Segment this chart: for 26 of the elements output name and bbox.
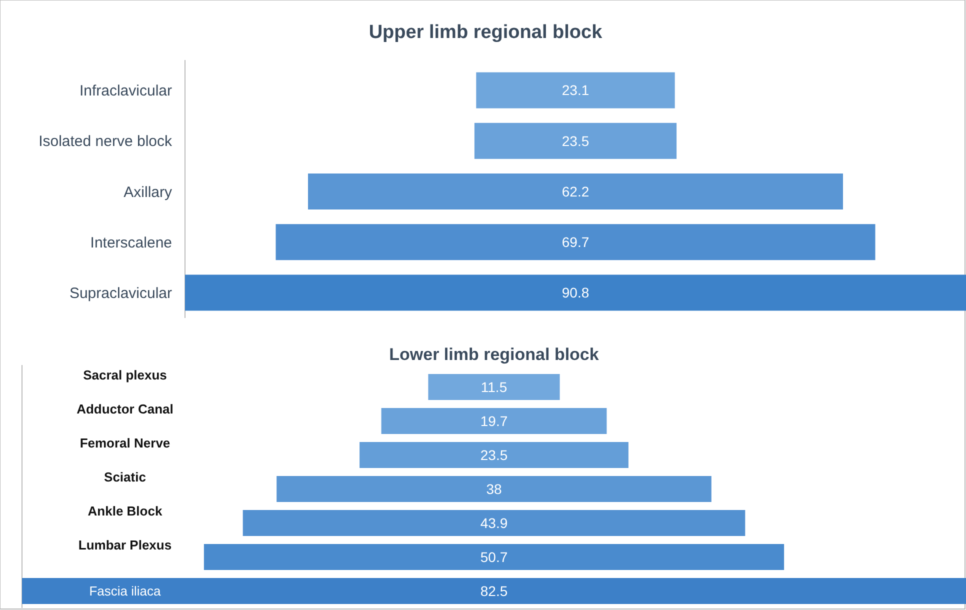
category-label: Isolated nerve block — [38, 133, 172, 150]
data-label: 82.5 — [480, 582, 508, 599]
text: Upper limb regional block — [368, 22, 603, 43]
category-label: Fascia iliaca — [89, 584, 162, 599]
category-label: Infraclavicular — [79, 82, 172, 100]
data-label: 11.5 — [480, 378, 508, 395]
data-label: 23.5 — [480, 446, 508, 463]
data-label: 69.7 — [562, 234, 590, 250]
data-label: 19.7 — [480, 412, 508, 429]
category-label: Ankle Block — [88, 504, 163, 519]
text: Lower limb regional block — [389, 345, 600, 364]
data-label: 62.2 — [562, 183, 590, 200]
category-label: Axillary — [124, 184, 172, 201]
data-label: 90.8 — [562, 284, 590, 301]
category-label: Adductor Canal — [76, 402, 174, 417]
category-label: Interscalene — [90, 234, 172, 252]
data-label: 50.7 — [480, 548, 508, 565]
data-label: 43.9 — [480, 514, 508, 531]
category-label: Sciatic — [104, 470, 146, 485]
data-label: 23.5 — [562, 132, 590, 149]
category-label: Supraclavicular — [69, 284, 172, 302]
data-label: 38 — [486, 480, 502, 497]
category-label: Femoral Nerve — [80, 436, 170, 451]
category-label: Lumbar Plexus — [78, 538, 172, 553]
data-label: 23.1 — [562, 82, 590, 98]
category-label: Sacral plexus — [83, 368, 167, 383]
